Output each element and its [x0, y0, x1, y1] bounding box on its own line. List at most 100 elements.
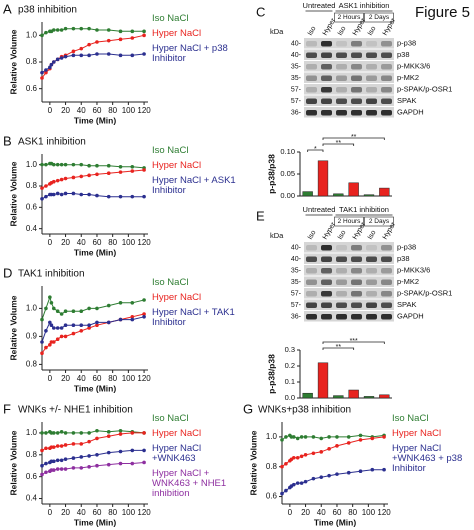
blot-band	[321, 75, 332, 81]
data-point	[79, 466, 84, 470]
blot-band	[336, 279, 347, 285]
data-point	[118, 317, 123, 322]
y-axis-label: p-p38/p38	[266, 154, 276, 194]
data-point	[358, 433, 363, 438]
blot-band	[336, 268, 347, 274]
data-point	[118, 29, 123, 34]
series-line	[281, 436, 385, 468]
data-point	[40, 162, 44, 167]
blot-band	[351, 245, 362, 251]
data-point	[79, 46, 84, 51]
blot-band	[336, 87, 347, 93]
data-point	[51, 192, 56, 197]
marker-label: 40-	[291, 41, 302, 48]
marker-label: 57-	[291, 291, 302, 298]
x-tick-label: 40	[317, 508, 326, 517]
data-point	[59, 177, 64, 182]
data-point	[142, 431, 146, 435]
blot-band	[321, 302, 332, 308]
blot-band	[351, 52, 362, 58]
data-point	[71, 309, 76, 314]
x-axis-label: Time (Min)	[74, 517, 117, 527]
blot-band	[351, 302, 362, 308]
data-point	[55, 337, 60, 342]
legend-entry: Hyper NaCl + ASK1 Inhibitor	[152, 175, 236, 196]
blot-band	[336, 52, 347, 58]
group-label: Untreated	[303, 1, 336, 10]
data-point	[71, 456, 76, 460]
blot-band	[306, 41, 317, 47]
data-point	[79, 192, 84, 197]
bar	[348, 182, 359, 197]
data-point	[142, 315, 146, 319]
x-tick-label: 20	[301, 508, 310, 517]
panel-letter: D	[3, 265, 12, 280]
data-point	[40, 463, 44, 468]
blot-strip	[304, 276, 394, 287]
x-tick-label: 40	[77, 238, 86, 247]
bar	[363, 396, 375, 399]
blot-band	[336, 75, 347, 81]
data-point	[87, 192, 91, 197]
data-point	[87, 42, 91, 47]
protein-label: p-MKK3/6	[397, 62, 430, 71]
data-point	[44, 184, 48, 188]
blot-band	[366, 245, 377, 251]
legend-entry: Hyper NaCl	[152, 160, 202, 171]
data-point	[87, 173, 91, 178]
data-point	[63, 191, 68, 196]
legend-entry: Hyper NaCl + WNK463 + NHE1 inhibition	[152, 468, 227, 499]
x-tick-label: 100	[122, 508, 136, 517]
marker-label: 35-	[291, 75, 302, 82]
data-point	[319, 436, 324, 441]
data-point	[106, 38, 111, 43]
data-point	[55, 431, 60, 435]
lane-label: Iso	[367, 25, 378, 37]
data-point	[44, 470, 48, 475]
data-point	[51, 431, 56, 435]
marker-label: 35-	[291, 279, 302, 286]
data-point	[95, 463, 99, 468]
data-point	[55, 444, 60, 448]
marker-label: 36-	[291, 314, 302, 321]
y-tick-label: 1.0	[26, 304, 38, 313]
blot-band	[321, 64, 332, 70]
group-label: ASK1 inhibition	[339, 1, 390, 10]
data-point	[327, 473, 331, 478]
protein-label: SPAK	[397, 300, 416, 309]
blot-strip	[304, 265, 394, 276]
data-point	[142, 448, 146, 453]
data-point	[291, 482, 296, 487]
y-tick-label: 0.8	[26, 360, 38, 369]
data-point	[299, 481, 304, 485]
blot-band	[351, 291, 362, 297]
x-tick-label: 40	[77, 374, 86, 383]
blot-band	[336, 41, 347, 47]
data-point	[79, 455, 84, 459]
marker-label: 40-	[291, 256, 302, 263]
blot-band	[351, 110, 362, 116]
y-axis-label: p-p38/p38	[266, 354, 276, 394]
significance-label: *	[314, 146, 317, 153]
data-point	[382, 435, 386, 439]
x-tick-label: 120	[137, 374, 151, 383]
blot-band	[306, 245, 317, 251]
marker-label: 57-	[291, 302, 302, 309]
data-point	[106, 52, 111, 56]
blot-band	[366, 314, 377, 320]
legend-entry: Iso NaCl	[392, 413, 429, 424]
y-tick-label: 0.9	[26, 332, 38, 341]
data-point	[142, 312, 146, 316]
data-point	[130, 301, 135, 305]
data-point	[130, 53, 135, 58]
blot-band	[381, 279, 392, 285]
blot-band	[321, 98, 332, 104]
y-axis-label: Relative Volume	[8, 161, 18, 226]
bar	[333, 193, 344, 197]
blot-band	[381, 110, 392, 116]
data-point	[71, 191, 76, 196]
data-point	[95, 428, 99, 433]
data-point	[71, 26, 76, 31]
data-point	[95, 28, 99, 32]
marker-label: 40-	[291, 52, 302, 59]
